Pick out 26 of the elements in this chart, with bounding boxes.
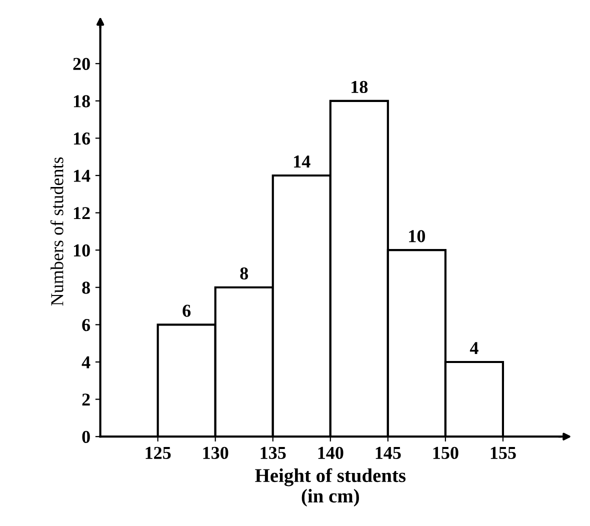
y-tick-label: 12 <box>74 207 90 220</box>
data-label: 8 <box>240 267 248 280</box>
x-tick-label: 125 <box>146 446 171 460</box>
x-tick-label: 130 <box>203 446 228 460</box>
x-tick-label: 150 <box>433 446 458 460</box>
x-tick-label: 140 <box>318 446 344 460</box>
y-tick-label: 8 <box>82 282 90 294</box>
x-tick-label: 155 <box>490 446 516 460</box>
y-tick-label: 20 <box>73 58 90 70</box>
y-tick-label: 4 <box>82 356 90 368</box>
data-label: 14 <box>294 156 310 168</box>
y-tick-label: 16 <box>74 132 90 145</box>
x-tick-label: 135 <box>260 446 286 460</box>
data-label: 4 <box>470 342 478 354</box>
y-tick-label: 0 <box>82 430 90 444</box>
x-tick-label: 145 <box>376 446 401 460</box>
x-axis-title: Height of students (in cm) <box>255 468 406 507</box>
y-tick-label: 6 <box>82 318 90 332</box>
data-label: 6 <box>182 304 191 317</box>
y-tick-label: 18 <box>74 95 90 108</box>
y-tick-label: 14 <box>74 170 90 182</box>
y-axis-title: Numbers of students <box>50 157 64 306</box>
data-label: 10 <box>409 230 426 242</box>
y-tick-label: 10 <box>74 244 90 257</box>
y-tick-label: 2 <box>82 394 90 406</box>
data-label: 18 <box>352 80 368 94</box>
